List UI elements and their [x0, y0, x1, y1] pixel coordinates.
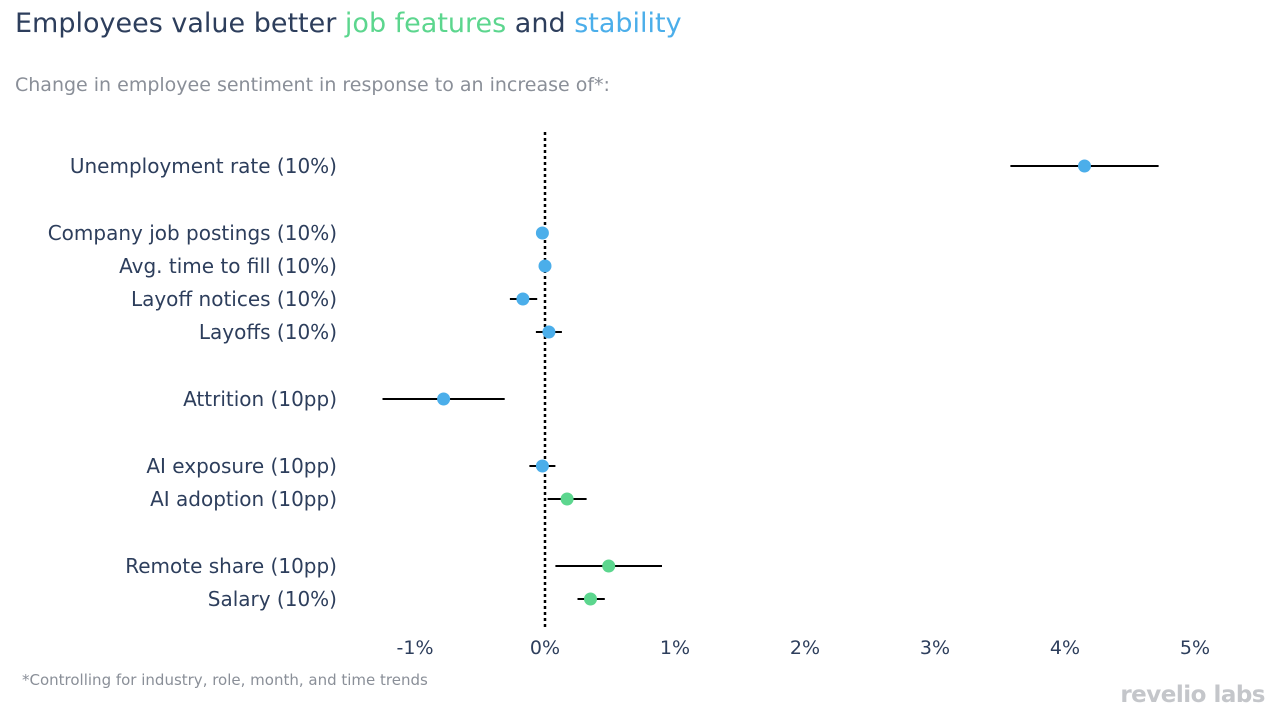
- footnote: *Controlling for industry, role, month, …: [22, 671, 428, 689]
- row-label: Remote share (10pp): [125, 554, 337, 578]
- data-point: [602, 559, 616, 573]
- data-point: [560, 492, 574, 506]
- title-prefix: Employees value better: [15, 8, 345, 39]
- row-label: Company job postings (10%): [48, 221, 337, 245]
- row-label: Avg. time to fill (10%): [119, 254, 337, 278]
- data-point: [538, 259, 552, 273]
- x-tick-label: 0%: [530, 637, 560, 659]
- x-tick-label: 1%: [660, 637, 690, 659]
- row-label: AI exposure (10pp): [146, 454, 337, 478]
- title-middle: and: [506, 8, 575, 39]
- row-label: Layoff notices (10%): [131, 287, 337, 311]
- title-highlight-stability: stability: [574, 8, 682, 39]
- row-label: AI adoption (10pp): [150, 487, 337, 511]
- chart-title: Employees value better job features and …: [15, 8, 682, 39]
- chart-subtitle: Change in employee sentiment in response…: [15, 74, 610, 96]
- data-point: [584, 592, 597, 606]
- x-tick-label: 4%: [1050, 637, 1080, 659]
- x-tick-label: 3%: [920, 637, 950, 659]
- title-highlight-job-features: job features: [344, 8, 507, 39]
- row-label: Layoffs (10%): [199, 320, 337, 344]
- data-point: [535, 459, 549, 473]
- row-label: Salary (10%): [208, 587, 337, 611]
- row-label: Unemployment rate (10%): [70, 154, 337, 178]
- brand-logo: revelio labs: [1120, 682, 1265, 708]
- data-point: [516, 292, 530, 306]
- data-point: [542, 325, 556, 339]
- data-point: [437, 392, 451, 406]
- x-tick-label: 5%: [1180, 637, 1210, 659]
- row-label: Attrition (10pp): [183, 387, 337, 411]
- x-tick-label: -1%: [397, 637, 434, 659]
- data-point: [535, 226, 549, 240]
- data-point: [1078, 159, 1091, 173]
- x-tick-label: 2%: [790, 637, 820, 659]
